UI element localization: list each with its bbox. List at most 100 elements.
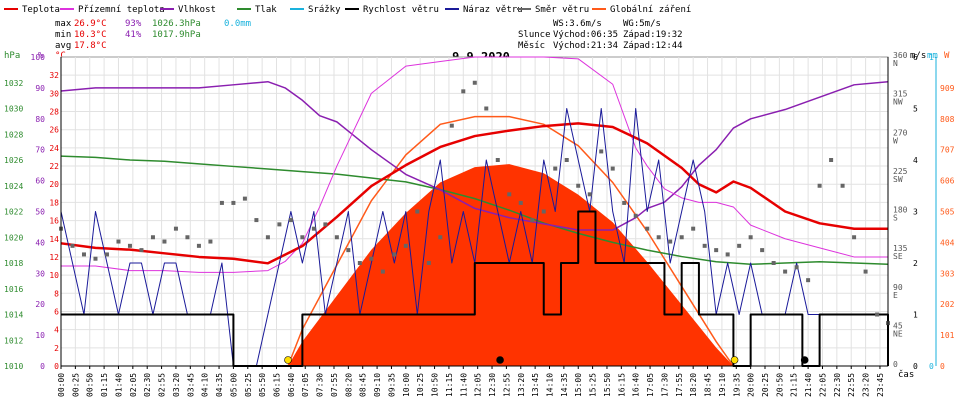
wind-direction-point bbox=[438, 235, 443, 240]
sunrise-marker bbox=[284, 356, 292, 364]
y-tick-pressure: 1030 bbox=[4, 105, 23, 114]
y-tick-humidity: 80 bbox=[35, 115, 45, 124]
y-tick-wind: 1 bbox=[913, 311, 918, 320]
y-tick-temperature: 6 bbox=[54, 307, 59, 316]
info-block: WS:3.6m/s WG:5m/s Slunce Východ:06:35 Zá… bbox=[518, 19, 683, 51]
x-tick-label: 06:15 bbox=[273, 373, 282, 397]
series-line-feels bbox=[61, 56, 888, 273]
x-tick-label: 10:25 bbox=[416, 373, 425, 397]
y-tick-direction: 90 bbox=[893, 283, 903, 292]
stat-min-hum: 41% bbox=[125, 30, 142, 40]
x-tick-label: 07:05 bbox=[301, 373, 310, 397]
wind-direction-point bbox=[357, 261, 362, 265]
legend-label-pressure: Tlak bbox=[255, 5, 277, 15]
y-tick-temperature: 14 bbox=[49, 235, 59, 244]
y-tick-direction-compass: NW bbox=[893, 98, 903, 107]
wind-direction-point bbox=[530, 218, 535, 223]
stat-min-press: 1017.9hPa bbox=[152, 30, 201, 40]
y-tick-wind: 3 bbox=[913, 208, 918, 217]
x-tick-label: 06:40 bbox=[287, 373, 296, 397]
wind-direction-point bbox=[484, 106, 489, 111]
wind-direction-point bbox=[622, 200, 627, 205]
x-tick-label: 16:40 bbox=[632, 373, 641, 397]
wind-direction-point bbox=[840, 183, 845, 188]
wind-direction-point bbox=[403, 243, 408, 248]
stats-block: max 26.9°C 93% 1026.3hPa 0.0mm min 10.3°… bbox=[55, 19, 251, 51]
y-tick-direction-compass: NE bbox=[893, 329, 903, 338]
wind-direction-point bbox=[587, 192, 592, 197]
moonset-marker bbox=[496, 356, 504, 364]
x-tick-label: 01:15 bbox=[100, 373, 109, 397]
legend-label-humidity: Vlhkost bbox=[178, 5, 216, 15]
y-tick-solar: 101 bbox=[940, 331, 955, 340]
y-tick-solar: 707 bbox=[940, 146, 955, 155]
y-tick-pressure: 1010 bbox=[4, 362, 23, 371]
stat-min-label: min bbox=[55, 30, 71, 40]
wind-direction-point bbox=[173, 226, 178, 231]
legend-label-wind: Rychlost větru bbox=[363, 5, 439, 15]
y-tick-rain: 1 bbox=[929, 53, 934, 62]
y-tick-temperature: 0 bbox=[54, 362, 59, 371]
wind-direction-point bbox=[380, 269, 385, 274]
wind-direction-point bbox=[507, 192, 512, 197]
legend-label-temp: Teplota bbox=[22, 5, 60, 15]
y-tick-temperature: 20 bbox=[49, 180, 59, 189]
info-slunce: Slunce bbox=[518, 30, 551, 40]
x-tick-label: 04:35 bbox=[215, 373, 224, 397]
wind-direction-point bbox=[369, 256, 374, 261]
x-tick-label: 20:50 bbox=[775, 373, 784, 397]
x-tick-label: 07:55 bbox=[330, 373, 339, 397]
wind-direction-point bbox=[461, 89, 466, 94]
stat-avg-label: avg bbox=[55, 41, 71, 51]
x-tick-label: 11:40 bbox=[459, 373, 468, 397]
y-tick-pressure: 1026 bbox=[4, 156, 23, 165]
y-tick-solar: 909 bbox=[940, 84, 955, 93]
y-tick-humidity: 20 bbox=[35, 300, 45, 309]
x-tick-label: 20:25 bbox=[761, 373, 770, 397]
wind-direction-point bbox=[599, 149, 604, 154]
wind-direction-point bbox=[737, 243, 742, 248]
solar-radiation-area bbox=[288, 164, 734, 366]
legend-label-dir: Směr větru bbox=[535, 5, 589, 15]
y-tick-temperature: 2 bbox=[54, 344, 59, 353]
wind-direction-point bbox=[863, 269, 868, 274]
x-tick-label: 09:35 bbox=[387, 373, 396, 397]
info-mesic: Měsíc bbox=[518, 41, 545, 51]
y-tick-direction-compass: N bbox=[893, 59, 898, 68]
info-ws: WS:3.6m/s bbox=[553, 19, 602, 29]
wind-direction-point bbox=[150, 235, 155, 240]
x-tick-label: 00:25 bbox=[71, 373, 80, 397]
wind-direction-point bbox=[806, 278, 811, 283]
y-tick-temperature: 4 bbox=[54, 326, 59, 335]
wind-direction-point bbox=[852, 235, 857, 240]
x-tick-label: 02:55 bbox=[158, 373, 167, 397]
x-tick-label: 23:20 bbox=[862, 373, 871, 397]
x-tick-label: 22:55 bbox=[847, 373, 856, 397]
solar-layer bbox=[287, 115, 735, 367]
y-tick-humidity: 100 bbox=[31, 53, 46, 62]
y-tick-temperature: 18 bbox=[49, 198, 59, 207]
series-line-humidity bbox=[60, 80, 889, 231]
wind-direction-point bbox=[127, 243, 132, 248]
wind-direction-points bbox=[59, 80, 890, 326]
stat-max-rain: 0.0mm bbox=[224, 19, 251, 29]
wind-direction-point bbox=[748, 235, 753, 240]
legend-label-rain: Srážky bbox=[308, 5, 341, 15]
wind-direction-point bbox=[668, 239, 673, 244]
unit-time: čas bbox=[898, 369, 914, 380]
wind-direction-point bbox=[633, 213, 638, 218]
x-axis: 00:00 00:25 00:50 01:15 01:40 02:05 02:30 02:55… bbox=[57, 365, 888, 397]
y-tick-humidity: 10 bbox=[35, 331, 45, 340]
x-tick-label: 05:00 bbox=[229, 373, 238, 397]
y-axes: 1010101210141016101810201022102410261028… bbox=[4, 51, 955, 371]
wind-direction-point bbox=[691, 226, 696, 231]
info-sun-rise: Východ:06:35 bbox=[553, 30, 618, 40]
y-tick-pressure: 1016 bbox=[4, 285, 23, 294]
wind-direction-point bbox=[541, 209, 546, 214]
y-tick-pressure: 1012 bbox=[4, 336, 23, 345]
wind-direction-point bbox=[254, 218, 259, 223]
wind-direction-point bbox=[311, 226, 316, 231]
wind-direction-point bbox=[645, 226, 650, 231]
wind-direction-point bbox=[794, 265, 799, 270]
unit-ms: m/s bbox=[910, 51, 926, 61]
